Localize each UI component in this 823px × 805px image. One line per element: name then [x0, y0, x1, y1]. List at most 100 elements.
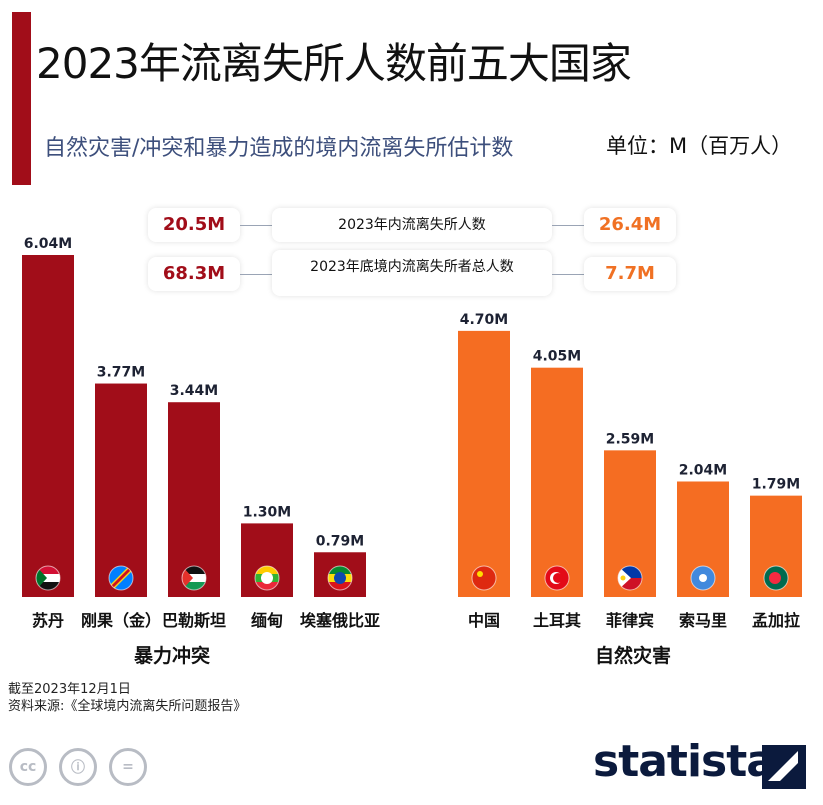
palestine-flag-icon	[181, 565, 207, 591]
flag-stripe	[328, 582, 352, 590]
page-title: 2023年流离失所人数前五大国家	[36, 39, 632, 88]
flag-stripe	[255, 582, 279, 590]
category-label: 刚果（金）	[81, 611, 161, 630]
flag-disc	[769, 572, 781, 584]
stat-conflict-new: 20.5M	[148, 208, 240, 242]
dr-congo-flag-icon-body	[109, 566, 133, 590]
flag-stripe	[328, 566, 352, 574]
dr-congo-flag-icon	[108, 565, 134, 591]
data-label: 2.59M	[606, 431, 654, 447]
no-derivatives-icon[interactable]: =	[109, 748, 147, 786]
philippines-flag-icon	[617, 565, 643, 591]
somalia-flag-icon-rim	[690, 565, 716, 591]
flag-star	[261, 572, 273, 584]
stat-connector	[552, 274, 584, 275]
cc-license-icon[interactable]: cc	[9, 748, 47, 786]
source-note: 资料来源:《全球境内流离失所问题报告》	[8, 699, 247, 714]
category-label: 土耳其	[533, 611, 581, 630]
somalia-flag-icon	[690, 565, 716, 591]
license-icons: cc ⓘ =	[9, 748, 147, 786]
category-label: 巴勒斯坦	[162, 611, 226, 630]
china-flag-icon-rim	[471, 565, 497, 591]
bangladesh-flag-icon-rim	[763, 565, 789, 591]
ethiopia-flag-icon-rim	[327, 565, 353, 591]
china-flag-icon	[471, 565, 497, 591]
group-label: 自然灾害	[595, 644, 671, 667]
category-label: 索马里	[679, 611, 727, 630]
flag-crescent-cut	[553, 573, 563, 583]
bangladesh-flag-icon-body	[764, 566, 788, 590]
stat-label-new-displacements: 2023年内流离失所人数	[272, 208, 552, 242]
data-label: 4.70M	[460, 312, 508, 328]
stat-disaster-new: 26.4M	[584, 208, 676, 242]
data-label: 6.04M	[24, 236, 72, 252]
flag-triangle	[36, 566, 47, 590]
stat-connector	[240, 225, 272, 226]
flag-triangle	[182, 566, 193, 590]
stat-label-total-idps: 2023年底境内流离失所者总人数	[272, 250, 552, 296]
palestine-flag-icon-rim	[181, 565, 207, 591]
data-label: 3.44M	[170, 383, 218, 399]
dr-congo-flag-icon-rim	[108, 565, 134, 591]
flag-emblem	[334, 572, 346, 584]
accent-bar	[12, 12, 31, 185]
sudan-flag-icon-body	[36, 566, 60, 590]
category-label: 中国	[468, 611, 500, 630]
stat-disaster-total: 7.7M	[584, 257, 676, 291]
date-note: 截至2023年12月1日	[8, 682, 131, 697]
philippines-flag-icon-body	[618, 566, 642, 590]
data-label: 2.04M	[679, 462, 727, 478]
flag-band	[110, 567, 132, 589]
philippines-flag-icon-rim	[617, 565, 643, 591]
data-label: 1.79M	[752, 477, 800, 493]
category-label: 苏丹	[32, 611, 64, 630]
category-label: 孟加拉	[752, 611, 800, 630]
attribution-icon[interactable]: ⓘ	[59, 748, 97, 786]
flag-sun	[620, 575, 626, 581]
category-label: 缅甸	[251, 611, 283, 630]
unit-label: 单位：M（百万人）	[606, 134, 793, 158]
displacement-bar-chart: 6.04M 苏丹 3.77M 刚果（金） 3.44M 巴勒斯坦 1.30M 缅甸 0.79M 埃塞…	[22, 236, 802, 667]
category-label: 菲律宾	[606, 611, 654, 630]
somalia-flag-icon-body	[691, 566, 715, 590]
ethiopia-flag-icon	[327, 565, 353, 591]
statista-logo[interactable]: statista	[593, 736, 776, 787]
data-label: 3.77M	[97, 365, 145, 381]
bar	[22, 255, 74, 597]
bar	[531, 367, 583, 597]
bar	[95, 383, 147, 597]
chart-subtitle: 自然灾害/冲突和暴力造成的境内流离失所估计数	[44, 136, 514, 161]
turkey-flag-icon	[544, 565, 570, 591]
flag-field	[472, 566, 496, 590]
category-label: 埃塞俄比亚	[300, 611, 380, 630]
stat-conflict-total: 68.3M	[148, 257, 240, 291]
sudan-flag-icon	[35, 565, 61, 591]
flag-stripe	[182, 566, 206, 574]
myanmar-flag-icon-body	[255, 566, 279, 590]
flag-stripe	[36, 574, 60, 582]
flag-stripe	[182, 574, 206, 582]
flag-stripe	[182, 582, 206, 590]
ethiopia-flag-icon-body	[328, 566, 352, 590]
sudan-flag-icon-rim	[35, 565, 61, 591]
palestine-flag-icon-body	[182, 566, 206, 590]
flag-stripe	[255, 566, 279, 574]
bar	[168, 402, 220, 597]
myanmar-flag-icon-rim	[254, 565, 280, 591]
stat-connector	[552, 225, 584, 226]
stat-connector	[240, 274, 272, 275]
flag-stripe	[36, 566, 60, 574]
footnote: 截至2023年12月1日 资料来源:《全球境内流离失所问题报告》	[8, 681, 246, 715]
bar	[458, 330, 510, 597]
turkey-flag-icon-body	[545, 566, 569, 590]
statista-logo-mark-icon	[762, 745, 806, 789]
data-label: 1.30M	[243, 504, 291, 520]
bangladesh-flag-icon	[763, 565, 789, 591]
china-flag-icon-body	[472, 566, 496, 590]
data-label: 4.05M	[533, 349, 581, 365]
flag-stripe	[36, 582, 60, 590]
flag-star	[699, 574, 707, 582]
group-label: 暴力冲突	[134, 644, 210, 667]
turkey-flag-icon-rim	[544, 565, 570, 591]
flag-star	[477, 571, 483, 577]
